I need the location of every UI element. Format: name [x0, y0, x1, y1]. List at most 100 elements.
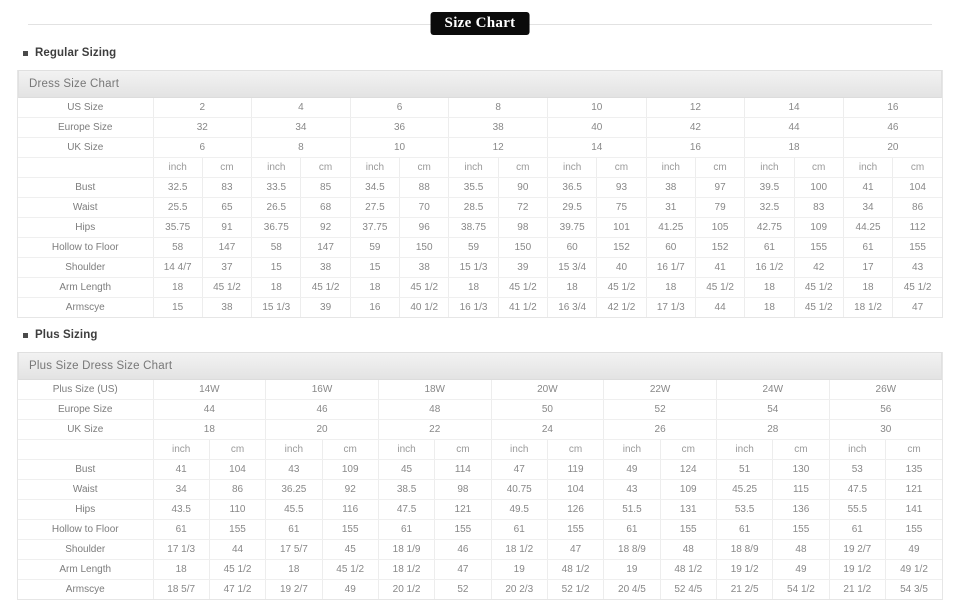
- measure-cell: 47.5: [829, 479, 886, 500]
- unit-cell: cm: [498, 157, 549, 178]
- measure-cell: 86: [209, 479, 267, 500]
- size-cell: 52: [603, 399, 717, 420]
- measure-cell: 126: [547, 499, 605, 520]
- size-cell: 26W: [829, 380, 942, 400]
- measure-cell: 47: [434, 559, 492, 580]
- size-cell: 42: [646, 117, 746, 138]
- measure-cell: 90: [498, 177, 549, 198]
- measure-cell: 58: [251, 237, 302, 258]
- measure-cell: 35.75: [153, 217, 203, 238]
- measure-cell: 61: [153, 519, 210, 540]
- table-row: Europe Size 32 34 36 38 40 42 44 46: [18, 117, 942, 138]
- measure-cell: 47 1/2: [209, 579, 267, 599]
- plus-size-chart-block: Plus Size Dress Size Chart Plus Size (US…: [17, 352, 943, 600]
- measure-cell: 28.5: [448, 197, 499, 218]
- unit-cell: cm: [695, 157, 746, 178]
- measure-cell: 51.5: [603, 499, 661, 520]
- size-cell: 6: [153, 137, 253, 158]
- measure-cell: 32.5: [153, 177, 203, 198]
- measure-cell: 79: [695, 197, 746, 218]
- measure-cell: 54 3/5: [900, 583, 928, 595]
- measure-cell: 41.25: [646, 217, 696, 238]
- unit-cell: cm: [300, 157, 351, 178]
- measure-cell: 46: [434, 539, 492, 560]
- size-cell: 24: [491, 419, 605, 440]
- bullet-icon: [23, 50, 28, 56]
- measure-cell: 21 1/2: [829, 579, 886, 599]
- unit-cell: inch: [843, 157, 894, 178]
- measure-cell: 45 1/2: [322, 559, 379, 580]
- measure-cell: 43: [892, 257, 942, 278]
- measure-cell: 150: [498, 237, 549, 258]
- page-title: Size Chart: [430, 12, 530, 35]
- measure-cell: 60: [547, 237, 598, 258]
- unit-cell: inch: [716, 439, 774, 460]
- measure-cell: 45.25: [716, 479, 774, 500]
- measure-cell: 68: [300, 197, 351, 218]
- row-label: Waist: [18, 197, 154, 218]
- measure-cell: 18: [350, 277, 401, 298]
- row-label: Waist: [18, 479, 154, 500]
- unit-cell: cm: [434, 439, 492, 460]
- measure-cell: 101: [596, 217, 647, 238]
- measure-cell: 97: [695, 177, 746, 198]
- measure-cell: 58: [153, 237, 203, 258]
- size-cell: 28: [716, 419, 830, 440]
- unit-cell: cm: [596, 157, 647, 178]
- measure-cell: 52: [434, 579, 492, 599]
- bullet-icon: [23, 332, 28, 338]
- measure-cell: 36.75: [251, 217, 302, 238]
- measure-cell: 61: [829, 519, 886, 540]
- measure-cell: 112: [892, 217, 942, 238]
- measure-cell: 44: [209, 539, 267, 560]
- size-cell: 16W: [265, 380, 379, 400]
- unit-cell: inch: [350, 157, 401, 178]
- measure-cell: 15: [350, 257, 401, 278]
- measure-cell: 38: [202, 297, 253, 317]
- measure-cell: 18 1/9: [378, 539, 436, 560]
- size-cell: 10: [350, 137, 450, 158]
- unit-cell: inch: [744, 157, 795, 178]
- table-row: Armscye 18 5/7 47 1/2 19 2/7 49 20 1/2 52 20 2/…: [18, 579, 942, 599]
- row-label: Armscye: [18, 297, 154, 317]
- title-rule-right: [524, 24, 932, 25]
- measure-cell: 45 1/2: [498, 277, 549, 298]
- measure-cell: 34: [153, 479, 210, 500]
- measure-cell: 42 1/2: [596, 297, 647, 317]
- measure-cell: 61: [744, 237, 795, 258]
- measure-cell: 60: [646, 237, 696, 258]
- measure-cell: 18: [153, 559, 210, 580]
- size-cell: 26: [603, 419, 717, 440]
- measure-cell: 109: [660, 479, 717, 500]
- measure-cell: 104: [892, 177, 942, 198]
- measure-cell: 19 2/7: [829, 539, 886, 560]
- measure-cell: 41: [843, 177, 894, 198]
- dress-size-chart-table: US Size 2 4 6 8 10 12 14 16 Europe Size 32 34 36 38 40…: [18, 98, 942, 317]
- size-cell: 38: [448, 117, 548, 138]
- measure-cell: 32.5: [744, 197, 795, 218]
- measure-cell: 40: [596, 257, 647, 278]
- measure-cell: 18 8/9: [603, 539, 661, 560]
- unit-cell: cm: [794, 157, 844, 178]
- table-row: Bust 32.5 83 33.5 85 34.5 88 35.5 90 36.5 93 38 97 39…: [18, 177, 942, 198]
- table-body-plus: Plus Size (US) 14W 16W 18W 20W 22W 24W 26W Europ…: [18, 380, 942, 599]
- unit-cell: cm: [885, 439, 942, 460]
- measure-cell: 98: [434, 479, 492, 500]
- unit-cell: inch: [251, 157, 302, 178]
- measure-cell: 18 5/7: [153, 579, 210, 599]
- measure-cell: 70: [399, 197, 450, 218]
- size-cell: 24W: [716, 380, 830, 400]
- unit-cell: inch: [448, 157, 499, 178]
- table-row: UK Size 18 20 22 24 26 28 30: [18, 419, 942, 440]
- page-title-area: Size Chart: [0, 6, 960, 36]
- measure-cell: 38: [399, 257, 450, 278]
- measure-cell: 92: [300, 217, 351, 238]
- measure-cell: 40 1/2: [399, 297, 450, 317]
- measure-cell: 98: [498, 217, 549, 238]
- measure-cell: 147: [202, 237, 253, 258]
- measure-cell: 155: [892, 237, 942, 258]
- measure-cell: 19 2/7: [265, 579, 323, 599]
- measure-cell: 116: [322, 499, 379, 520]
- table-unit-row: inch cm inch cm inch cm inch cm inch cm inch cm inch…: [18, 157, 942, 178]
- row-label: Bust: [18, 177, 154, 198]
